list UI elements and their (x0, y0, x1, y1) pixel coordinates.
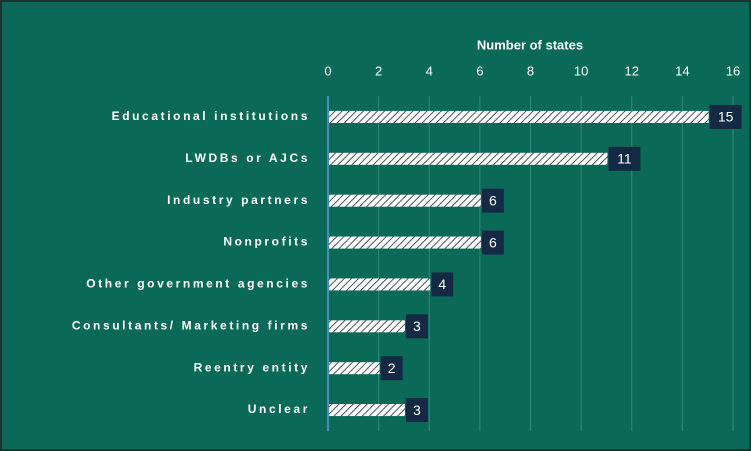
data-label: 3 (413, 402, 421, 418)
data-label-box (380, 356, 403, 381)
bar (329, 278, 431, 291)
y-tick-label: Educational institutions (112, 109, 310, 123)
bar (329, 236, 481, 249)
data-label-box (481, 230, 504, 255)
y-tick-label: Unclear (248, 402, 310, 416)
bar (329, 110, 709, 123)
x-tick-label: 8 (527, 63, 534, 78)
data-label: 11 (617, 151, 632, 167)
data-label-box (405, 314, 428, 339)
x-tick-label: 12 (625, 63, 639, 78)
x-tick-label: 10 (574, 63, 588, 78)
data-label: 6 (489, 192, 497, 208)
y-tick-label: LWDBs or AJCs (185, 151, 310, 165)
data-label: 3 (413, 318, 421, 334)
y-tick-label: Nonprofits (223, 235, 310, 249)
data-label: 4 (438, 276, 446, 292)
bar (329, 152, 608, 165)
data-label-box (405, 398, 428, 423)
x-tick-label: 0 (324, 63, 331, 78)
bar (329, 404, 405, 417)
x-tick-label: 16 (726, 63, 740, 78)
x-tick-label: 4 (426, 63, 433, 78)
axis-title: Number of states (477, 37, 583, 52)
data-label-box (608, 146, 641, 171)
x-tick-label: 6 (476, 63, 483, 78)
data-label-box (481, 188, 504, 213)
y-tick-label: Reentry entity (194, 360, 310, 374)
y-tick-label: Industry partners (167, 193, 310, 207)
y-tick-label: Consultants/ Marketing firms (72, 318, 310, 332)
data-label: 15 (718, 109, 734, 125)
x-tick-label: 14 (675, 63, 689, 78)
bar (329, 362, 380, 375)
bar (329, 320, 405, 333)
data-label-box (431, 272, 454, 297)
data-label-box (709, 104, 742, 129)
data-label: 6 (489, 234, 497, 250)
y-tick-label: Other government agencies (86, 277, 310, 291)
data-label: 2 (388, 360, 396, 376)
bar (329, 194, 481, 207)
x-tick-label: 2 (375, 63, 382, 78)
